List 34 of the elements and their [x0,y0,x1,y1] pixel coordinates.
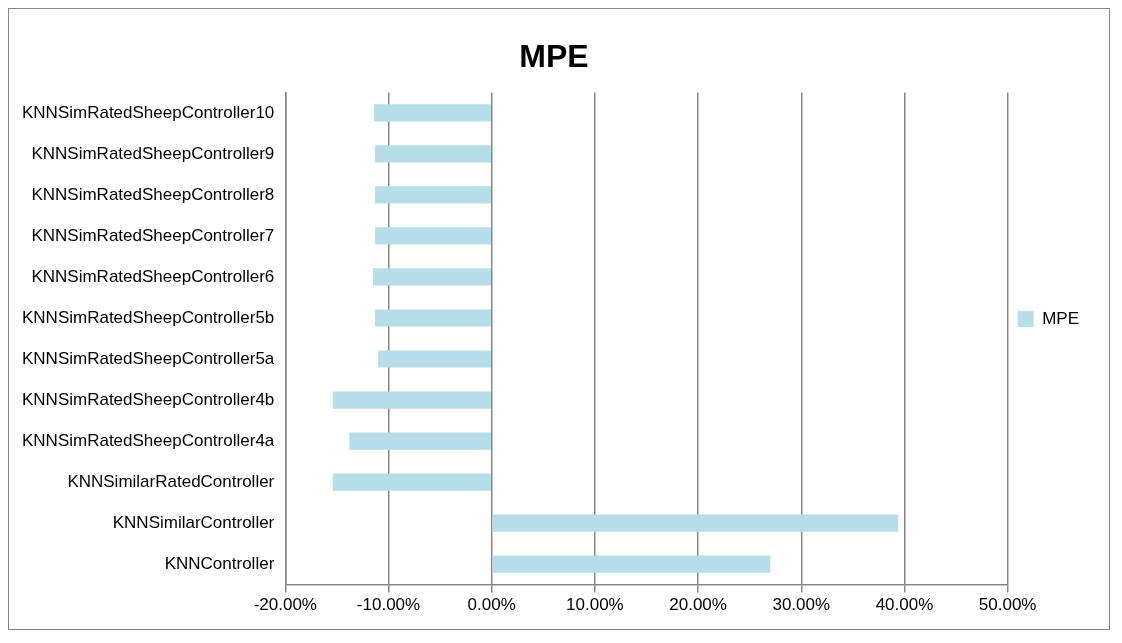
bar [378,350,491,368]
bar [374,104,491,122]
x-tick-label: 0.00% [467,595,516,615]
bar [332,473,491,491]
x-tick-label: 20.00% [669,595,727,615]
bar [332,391,491,409]
y-tick-label: KNNSimRatedSheepController7 [31,225,275,245]
x-tick-label: -10.00% [356,595,421,615]
y-tick-label: KNNSimRatedSheepController4a [22,430,275,450]
bar [349,432,491,450]
bar [375,145,491,163]
y-tick-label: KNNSimRatedSheepController9 [31,143,275,163]
y-tick-label: KNNSimilarRatedController [67,471,275,491]
y-tick-label: KNNSimRatedSheepController6 [31,266,275,286]
chart-title: MPE [519,38,589,75]
bar [492,555,771,573]
bar [375,309,491,327]
y-tick-label: KNNSimRatedSheepController8 [31,184,275,204]
bar [375,186,491,204]
y-tick-label: KNNSimRatedSheepController5b [22,307,275,327]
bar [492,514,899,532]
x-tick-label: 10.00% [566,595,624,615]
bar [375,227,491,245]
y-tick-label: KNNSimRatedSheepController10 [22,102,275,122]
y-tick-label: KNNController [164,553,275,573]
x-tick-label: 50.00% [978,595,1037,615]
y-tick-label: KNNSimRatedSheepController5a [22,348,275,368]
x-tick-label: 30.00% [772,595,831,615]
bar [373,268,491,286]
legend-label: MPE [1042,308,1079,328]
x-tick-label: -20.00% [253,595,317,615]
y-tick-label: KNNSimilarController [112,512,275,532]
x-tick-label: 40.00% [875,595,934,615]
y-tick-label: KNNSimRatedSheepController4b [22,389,275,409]
